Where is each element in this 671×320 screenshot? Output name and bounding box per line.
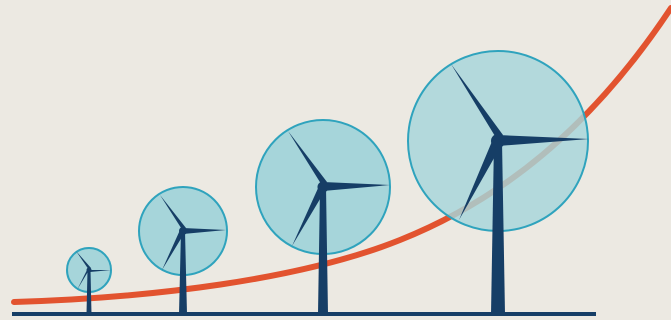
growth-curve <box>11 5 671 305</box>
turbine-2 <box>160 195 226 314</box>
turbine-2-tower <box>179 231 187 314</box>
turbine-3-tower <box>318 187 328 314</box>
turbine-4 <box>451 64 589 314</box>
turbine-4-blade-down <box>459 139 502 220</box>
turbine-1-tower <box>86 270 92 314</box>
turbine-1-hub <box>86 267 92 273</box>
turbine-4-blade-right <box>498 135 589 146</box>
turbine-3-blade-right <box>323 182 390 191</box>
turbine-2-hub <box>179 227 187 235</box>
turbine-2-blade-right <box>183 228 226 234</box>
turbine-1-blade-down <box>77 270 89 290</box>
turbine-2-blade-up <box>160 195 186 231</box>
turbine-3-blade-down <box>292 186 326 246</box>
turbine-3-hub <box>317 181 329 193</box>
turbine-3-blade-up <box>288 131 327 187</box>
turbine-1-blade-up <box>76 251 91 270</box>
turbine-4-tower <box>491 141 505 314</box>
turbine-1-blade-right <box>89 270 111 272</box>
turbine-2-blade-down <box>162 230 185 270</box>
turbine-1 <box>76 251 111 314</box>
turbine-4-blade-up <box>451 64 503 141</box>
turbine-3 <box>288 131 390 314</box>
turbine-4-hub <box>491 134 505 148</box>
